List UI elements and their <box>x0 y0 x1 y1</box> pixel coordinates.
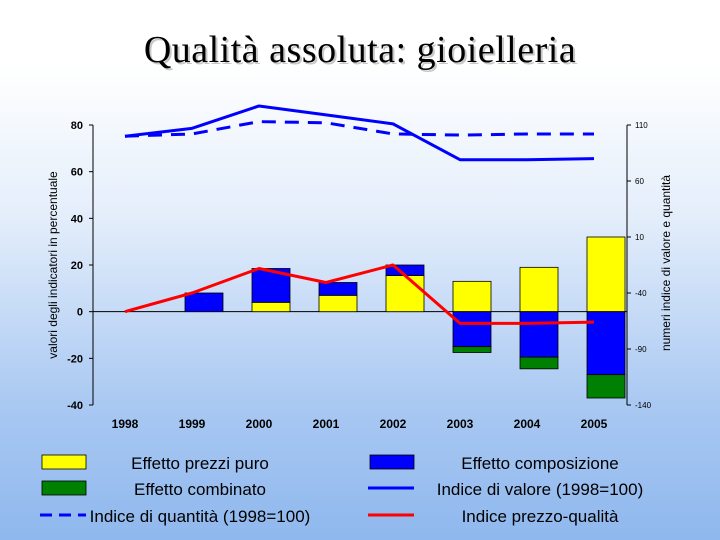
legend-label: Indice prezzo-qualità <box>462 507 619 526</box>
legend-label: Effetto prezzi puro <box>131 454 269 473</box>
y-tick-label: 60 <box>71 167 83 179</box>
y2-tick-label: -140 <box>635 401 652 410</box>
legend-swatch <box>369 454 415 470</box>
bar-effetto-composizione-2001 <box>318 282 358 296</box>
legend-label: Indice di valore (1998=100) <box>437 480 644 499</box>
x-tick-label: 2005 <box>581 417 608 431</box>
bar-effetto-composizione-2004 <box>519 311 559 358</box>
y-tick-label: -20 <box>67 353 83 365</box>
x-tick-label: 1998 <box>112 417 139 431</box>
chart-bars <box>184 236 626 399</box>
legend-swatch <box>41 454 87 470</box>
y-tick-label: 40 <box>71 213 83 225</box>
y2-axis-title: numeri indice di valore e quantità <box>659 175 673 351</box>
legend-label: Effetto composizione <box>461 454 619 473</box>
chart-lines <box>124 104 595 325</box>
legend-label: Effetto combinato <box>134 480 266 499</box>
bar-effetto-combinato-2005 <box>586 374 626 399</box>
chart-labels: 80 60 40 20 0 -20 -40 110 60 10 -40 -90 -140 1998 1999… <box>46 120 673 431</box>
bar-effetto-prezzi-puro-2005 <box>586 236 626 313</box>
bar-effetto-prezzi-puro-2001 <box>318 294 358 313</box>
y2-tick-label: -40 <box>635 289 647 298</box>
x-tick-label: 2002 <box>380 417 407 431</box>
chart-legend: Effetto prezzi puro Effetto composizione E… <box>40 454 643 526</box>
x-tick-label: 1999 <box>179 417 206 431</box>
y2-tick-label: 60 <box>635 177 644 186</box>
bar-effetto-combinato-2004 <box>519 356 559 370</box>
slide-title: Qualità assoluta: gioielleria <box>143 29 577 71</box>
y2-tick-label: 10 <box>635 233 644 242</box>
bar-effetto-prezzi-puro-2000 <box>251 301 291 313</box>
legend-swatch <box>41 480 87 496</box>
y-tick-label: -40 <box>67 400 83 412</box>
bar-effetto-prezzi-puro-2003 <box>452 280 492 313</box>
bar-effetto-composizione-2003 <box>452 311 492 348</box>
bar-effetto-composizione-1999 <box>184 292 224 313</box>
y2-tick-label: 110 <box>635 121 648 130</box>
x-tick-label: 2004 <box>514 417 541 431</box>
y-tick-label: 80 <box>71 120 83 132</box>
x-tick-label: 2000 <box>246 417 273 431</box>
bar-effetto-prezzi-puro-2002 <box>385 275 425 313</box>
x-tick-label: 2001 <box>313 417 340 431</box>
bar-effetto-combinato-2003 <box>452 346 492 353</box>
y-axis-title: valori degli indicatori in percentuale <box>46 171 60 359</box>
bar-effetto-prezzi-puro-2004 <box>519 266 559 313</box>
y-tick-label: 20 <box>71 260 83 272</box>
legend-label: Indice di quantità (1998=100) <box>90 507 311 526</box>
line-indice-di-valore- <box>124 104 595 162</box>
y2-tick-label: -90 <box>635 345 647 354</box>
line-indice-di-quantit- <box>124 120 594 138</box>
y-tick-label: 0 <box>77 307 83 319</box>
x-tick-label: 2003 <box>447 417 474 431</box>
line-indice-prezzo-qualit- <box>124 263 595 325</box>
